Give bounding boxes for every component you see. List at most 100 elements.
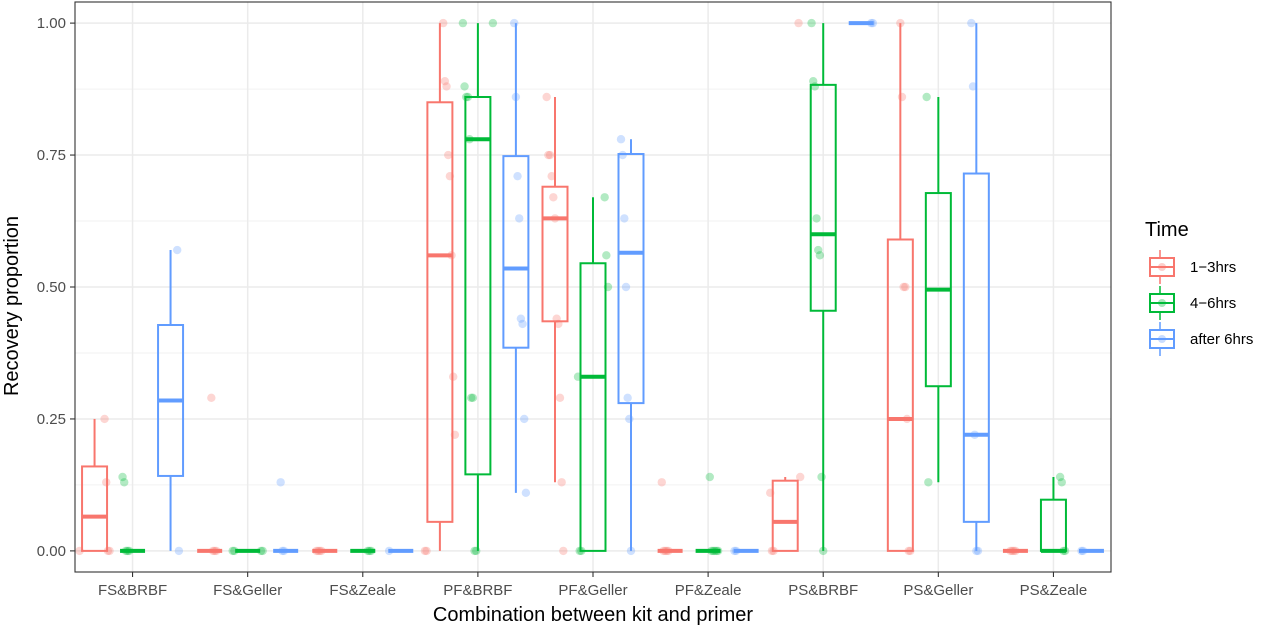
jitter-point [812, 214, 821, 223]
jitter-point [547, 171, 556, 181]
y-tick-label: 0.00 [37, 543, 66, 560]
jitter-point [1057, 478, 1066, 487]
jitter-point [657, 478, 666, 487]
box-layer [81, 21, 1104, 553]
jitter-point [924, 478, 933, 487]
x-tick-label: FS&Zeale [329, 582, 396, 599]
jitter-point [616, 135, 626, 144]
box-after-6hrs-pf-brbf-iqr [502, 155, 530, 349]
box-4-6hrs-pf-geller-iqr [579, 262, 607, 552]
jitter-point [515, 214, 524, 223]
jitter-point [467, 393, 476, 403]
x-tick-label: FS&BRBF [98, 582, 167, 599]
jitter-point [442, 82, 451, 91]
x-tick-label: FS&Geller [213, 582, 282, 599]
legend: Time 1−3hrs 4−6hrs after 6hrs [1145, 219, 1253, 356]
x-tick-label: PS&Zeale [1020, 582, 1088, 599]
jitter-point [439, 18, 448, 28]
legend-title: Time [1145, 219, 1189, 241]
legend-label: after 6hrs [1190, 331, 1253, 348]
jitter-point [620, 214, 629, 223]
jitter-point [173, 245, 182, 255]
jitter-point [256, 546, 266, 556]
jitter-point [422, 546, 431, 556]
jitter-point [621, 282, 631, 292]
legend-label: 4−6hrs [1190, 295, 1236, 312]
jitter-point [520, 414, 529, 424]
jitter-point [228, 546, 237, 556]
points-layer [75, 18, 1088, 556]
jitter-point [901, 282, 910, 292]
jitter-point [488, 18, 498, 28]
legend-entry-after-6hrs: after 6hrs [1149, 322, 1253, 356]
box-1-3hrs-pf-brbf-iqr [426, 101, 454, 523]
jitter-point [897, 92, 907, 102]
y-tick-label: 0.25 [37, 411, 66, 428]
legend-key-point [1158, 299, 1166, 307]
x-tick-label: PF&BRBF [443, 582, 512, 599]
y-tick-label: 1.00 [37, 15, 66, 32]
jitter-point [618, 150, 627, 160]
jitter-point [516, 314, 526, 323]
jitter-point [521, 488, 531, 498]
jitter-point [922, 92, 931, 102]
jitter-point [470, 546, 479, 556]
jitter-point [513, 171, 522, 181]
jitter-point [600, 193, 609, 202]
jitter-point [258, 546, 267, 556]
jitter-point [276, 478, 285, 487]
legend-label: 1−3hrs [1190, 259, 1236, 276]
jitter-point [468, 393, 478, 403]
jitter-point [545, 150, 555, 160]
jitter-point [420, 546, 430, 556]
box-1-3hrs-ps-brbf-iqr [771, 479, 799, 552]
jitter-point [968, 82, 978, 91]
jitter-point [100, 414, 109, 424]
jitter-point [794, 18, 803, 28]
jitter-point [120, 478, 129, 487]
jitter-point [625, 414, 634, 424]
x-tick-label: PF&Geller [558, 582, 627, 599]
jitter-point [458, 18, 468, 28]
jitter-point [118, 472, 127, 482]
y-tick-label: 0.75 [37, 147, 66, 164]
jitter-point [549, 193, 558, 202]
legend-entry-1-3hrs: 1−3hrs [1149, 250, 1236, 284]
jitter-point [440, 76, 450, 86]
box-4-6hrs-ps-brbf-iqr [809, 83, 837, 312]
x-tick-label: PS&Geller [903, 582, 973, 599]
legend-entries: 1−3hrs 4−6hrs after 6hrs [1149, 250, 1253, 356]
jitter-point [230, 546, 239, 556]
box-after-6hrs-pf-geller-iqr [617, 153, 645, 405]
jitter-point [815, 251, 825, 260]
jitter-point [807, 18, 816, 28]
x-axis-title: Combination between kit and primer [433, 604, 754, 626]
jitter-point [510, 18, 519, 28]
jitter-point [544, 150, 553, 160]
box-1-3hrs-pf-geller-iqr [541, 185, 569, 323]
jitter-point [705, 472, 714, 482]
box-after-6hrs-ps-geller-iqr [962, 172, 990, 523]
box-4-6hrs-pf-brbf-iqr [464, 96, 492, 476]
legend-key-point [1158, 263, 1166, 271]
jitter-point [518, 319, 527, 329]
jitter-point [623, 393, 632, 403]
y-tick-label: 0.50 [37, 279, 66, 296]
jitter-point [899, 282, 908, 292]
legend-key-point [1158, 335, 1166, 343]
jitter-point [557, 478, 566, 487]
jitter-point [809, 76, 818, 86]
legend-entry-4-6hrs: 4−6hrs [1149, 286, 1236, 320]
jitter-point [542, 92, 551, 102]
jitter-point [460, 82, 469, 91]
jitter-point [967, 18, 976, 28]
jitter-point [207, 393, 216, 403]
jitter-point [796, 472, 805, 482]
jitter-point [559, 546, 568, 556]
jitter-point [444, 150, 453, 160]
box-1-3hrs-fs-brbf-iqr [81, 465, 109, 552]
y-axis-title: Recovery proportion [1, 216, 23, 396]
jitter-point [814, 245, 823, 255]
jitter-point [174, 546, 184, 556]
box-1-3hrs-ps-geller-iqr [886, 238, 914, 552]
